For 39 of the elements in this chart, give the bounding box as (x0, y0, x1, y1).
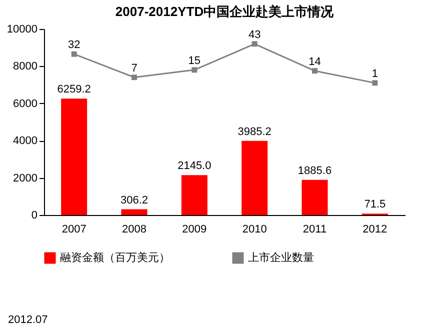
data-label: 71.5 (364, 198, 386, 211)
y-tick-label: 4000 (13, 135, 38, 148)
text: 2012.07 (8, 314, 48, 326)
bar (121, 209, 148, 215)
bar (181, 175, 208, 215)
bar (302, 180, 328, 215)
y-tick-label: 0 (31, 210, 38, 222)
chart-title: 2007-2012YTD中国企业赴美上市情况 (115, 4, 335, 19)
data-label: 3985.2 (238, 126, 272, 138)
x-tick-label: 2008 (122, 224, 146, 236)
point (372, 80, 378, 86)
data-label: 15 (188, 54, 201, 67)
data-label: 306.2 (120, 194, 148, 206)
data-label: 1 (372, 68, 378, 80)
data-label: 6259.2 (57, 84, 91, 96)
data-label: 1885.6 (298, 164, 332, 177)
bar (61, 98, 88, 215)
legend-label: 融资金额（百万美元） (60, 251, 170, 264)
x-tick-label: 2007 (62, 224, 86, 236)
point (71, 51, 77, 57)
data-label: 32 (68, 39, 80, 52)
x-tick-label: 2012 (362, 224, 388, 236)
data-label: 7 (131, 62, 138, 74)
legend-label: 上市企业数量 (248, 251, 314, 264)
x-tick-label: 2010 (242, 224, 267, 236)
x-tick-label: 2009 (182, 224, 207, 236)
data-label: 14 (308, 56, 321, 68)
y-tick-label: 2000 (13, 172, 38, 184)
y-tick-label: 6000 (13, 98, 38, 110)
y-tick-label: 10000 (6, 24, 38, 36)
bar (242, 140, 268, 215)
data-label: 43 (248, 28, 261, 41)
point (312, 68, 318, 74)
x-tick-label: 2011 (302, 224, 327, 236)
data-label: 2145.0 (178, 160, 212, 172)
point (252, 41, 258, 47)
point (192, 67, 198, 73)
point (132, 74, 137, 80)
y-tick-label: 8000 (13, 60, 38, 73)
